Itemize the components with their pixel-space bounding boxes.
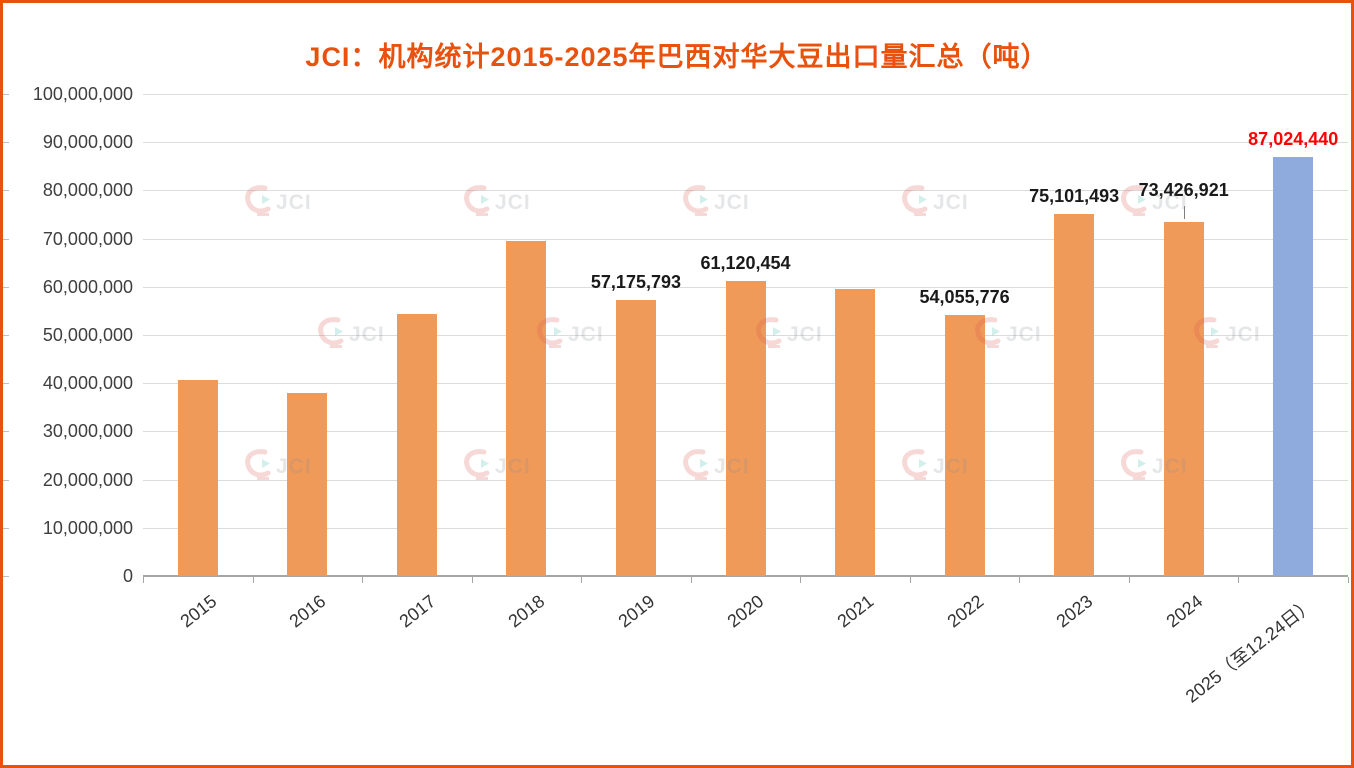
y-axis-tick xyxy=(3,190,9,192)
jci-logo-icon: JCI xyxy=(975,317,1041,348)
y-axis-tick xyxy=(3,383,9,385)
x-axis-tick xyxy=(800,577,802,583)
x-axis-label: 2024 xyxy=(1162,591,1207,632)
y-axis-tick xyxy=(3,286,9,288)
x-axis-label: 2020 xyxy=(723,591,768,632)
x-axis-tick xyxy=(1019,577,1021,583)
y-axis-tick xyxy=(3,431,9,433)
bar-2019 xyxy=(615,300,656,576)
y-axis-tick-label: 70,000,000 xyxy=(42,228,133,249)
bar-2016 xyxy=(287,393,328,576)
y-axis-tick xyxy=(3,576,9,577)
x-axis-line xyxy=(143,575,1348,577)
x-axis-label: 2018 xyxy=(504,591,549,632)
x-axis-label: 2023 xyxy=(1052,591,1097,632)
svg-text:JCI: JCI xyxy=(714,191,750,214)
bar-value-label: 73,426,921 xyxy=(1138,180,1229,201)
x-axis-tick xyxy=(252,577,254,583)
svg-text:JCI: JCI xyxy=(495,191,531,214)
y-axis-tick-label: 30,000,000 xyxy=(42,421,133,442)
y-axis-tick-label: 60,000,000 xyxy=(42,276,133,297)
plot-area: 0 10,000,000 20,000,000 30,000,000 40,000,00… xyxy=(3,3,1351,765)
y-axis-tick xyxy=(3,142,9,144)
x-axis-label: 2017 xyxy=(395,591,440,632)
x-axis-tick xyxy=(1128,577,1130,583)
y-axis-tick xyxy=(3,479,9,481)
x-axis-label: 2022 xyxy=(943,591,987,632)
jci-watermark: JCI xyxy=(243,183,335,222)
bar-value-label: 87,024,440 xyxy=(1248,128,1339,149)
bar-value-label: 57,175,793 xyxy=(590,272,681,293)
label-leader-line xyxy=(1183,206,1185,220)
y-axis-tick-label: 20,000,000 xyxy=(42,469,133,490)
x-axis-label: 2015 xyxy=(176,591,221,632)
x-axis-label: 2021 xyxy=(833,591,878,632)
jci-logo-icon: JCI xyxy=(1194,317,1260,348)
svg-text:JCI: JCI xyxy=(933,191,969,214)
y-axis-tick xyxy=(3,238,9,240)
gridline xyxy=(143,94,1348,95)
chart-title: JCI：机构统计2015-2025年巴西对华大豆出口量汇总（吨） xyxy=(305,42,1049,72)
bar-2017 xyxy=(396,314,437,576)
x-axis-tick xyxy=(690,577,692,583)
x-axis-tick xyxy=(1348,577,1349,583)
x-axis-tick xyxy=(362,577,364,583)
jci-watermark: JCI xyxy=(462,183,554,222)
x-axis-tick xyxy=(909,577,911,583)
y-axis-tick-label: 10,000,000 xyxy=(42,517,133,538)
y-axis-tick xyxy=(3,527,9,529)
bar-value-label: 61,120,454 xyxy=(700,253,791,274)
x-axis-label: 2016 xyxy=(285,591,330,632)
bar-2024 xyxy=(1163,222,1204,576)
jci-logo-icon: JCI xyxy=(756,317,822,348)
bar-2022 xyxy=(944,315,985,576)
y-axis-tick xyxy=(3,335,9,336)
bar-value-label: 75,101,493 xyxy=(1029,186,1120,206)
jci-logo-icon: JCI xyxy=(318,317,384,348)
jci-logo-icon: JCI xyxy=(683,185,750,216)
y-axis-tick-label: 90,000,000 xyxy=(42,132,133,153)
bar-2020 xyxy=(725,281,766,576)
y-axis-tick-label: 100,000,000 xyxy=(32,84,133,104)
bar-2015 xyxy=(177,380,218,576)
y-axis-tick-label: 0 xyxy=(122,566,133,586)
bar-2018 xyxy=(506,241,547,576)
x-axis-tick xyxy=(581,577,583,583)
jci-logo-icon: JCI xyxy=(537,317,603,348)
y-axis-tick xyxy=(3,94,9,95)
x-axis-label: 2019 xyxy=(614,591,659,632)
jci-watermark: JCI xyxy=(681,183,773,222)
x-axis-tick xyxy=(471,577,473,583)
y-axis-tick-label: 80,000,000 xyxy=(42,180,133,201)
bar-2025 xyxy=(1273,156,1314,576)
bar-2023 xyxy=(1054,214,1095,576)
bar-value-label: 54,055,776 xyxy=(919,287,1010,308)
bar-2021 xyxy=(835,288,876,576)
jci-logo-icon: JCI xyxy=(464,185,531,216)
gridline xyxy=(143,142,1348,144)
gridline xyxy=(143,238,1348,240)
y-axis-tick-label: 50,000,000 xyxy=(42,325,133,345)
y-axis-tick-label: 40,000,000 xyxy=(42,373,133,394)
jci-logo-icon: JCI xyxy=(245,185,312,216)
svg-text:JCI: JCI xyxy=(276,191,312,214)
x-axis-tick xyxy=(143,577,144,583)
x-axis-tick xyxy=(1238,577,1240,583)
gridline xyxy=(143,190,1348,192)
